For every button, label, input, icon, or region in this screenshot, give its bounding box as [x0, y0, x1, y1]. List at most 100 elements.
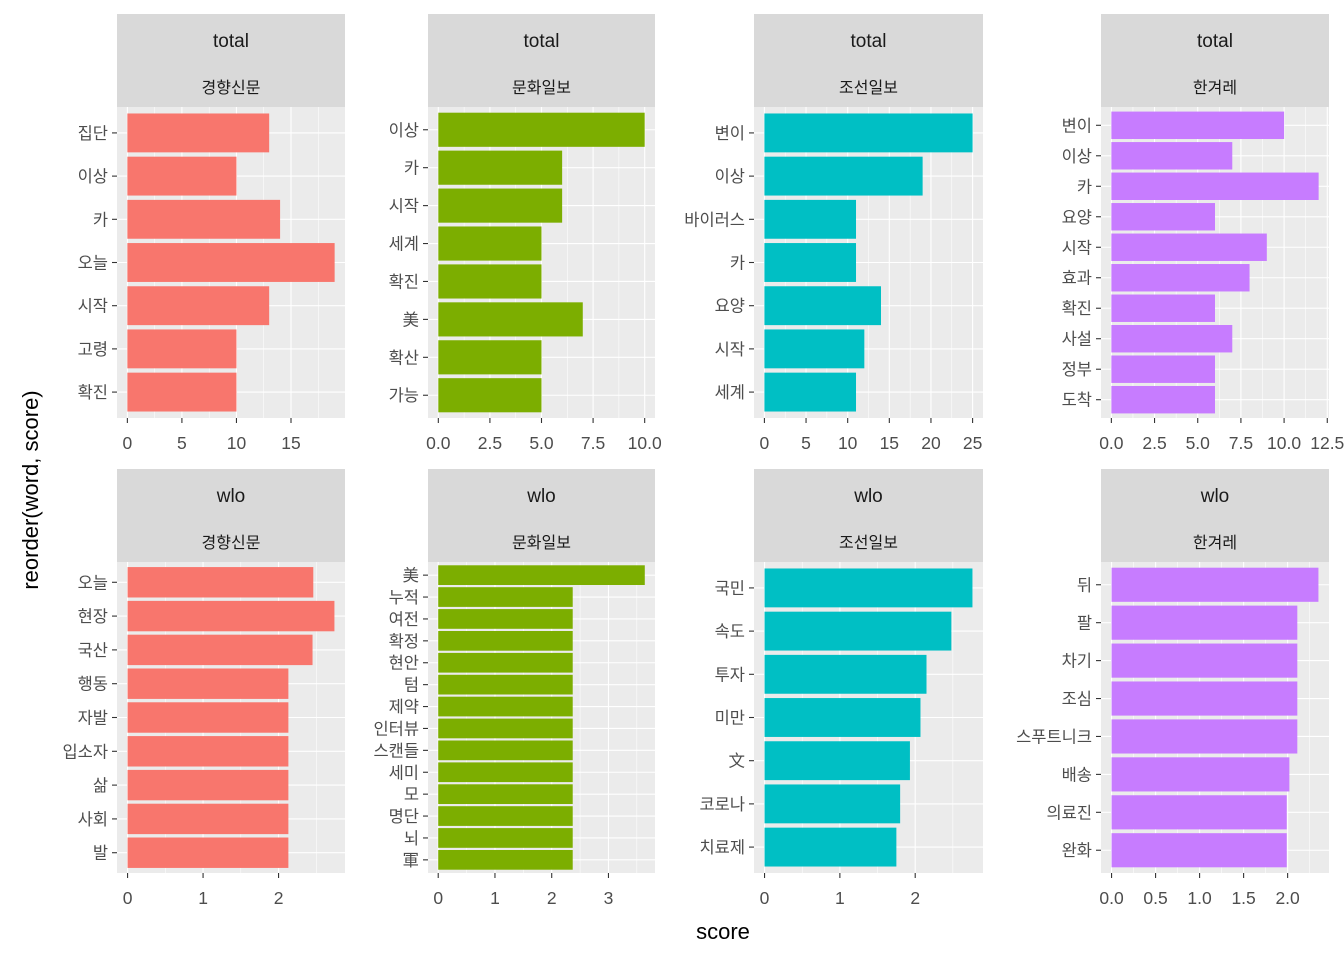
bar: [438, 150, 563, 185]
bar: [438, 226, 542, 261]
x-tick-label: 3: [604, 888, 614, 908]
facet-strip-label-type: total: [213, 31, 249, 52]
bar: [438, 762, 573, 783]
facet-strip: [1101, 469, 1329, 562]
y-tick-label: 제약: [389, 698, 419, 717]
y-tick-label: 세계: [389, 235, 419, 254]
bar: [1111, 833, 1287, 868]
bar: [438, 609, 573, 629]
facet-strip: [754, 14, 983, 107]
y-tick-label: 확정: [389, 632, 419, 651]
bar: [438, 340, 542, 375]
y-tick-label: 뒤: [1077, 576, 1092, 595]
x-tick-label: 1: [198, 888, 208, 908]
x-tick-label: 2: [910, 888, 920, 908]
bar: [764, 698, 921, 737]
facet-strip-label-newspaper: 문화일보: [512, 533, 571, 552]
bar: [127, 199, 281, 239]
x-tick-label: 1.5: [1231, 888, 1255, 908]
bar: [1111, 681, 1298, 716]
x-tick-label: 15: [880, 433, 899, 453]
x-tick-label: 1.0: [1187, 888, 1212, 908]
y-tick-label: 오늘: [78, 254, 108, 273]
bar: [438, 850, 573, 870]
facet-strip-label-newspaper: 한겨레: [1193, 533, 1237, 552]
bar: [1111, 172, 1319, 200]
x-tick-label: 5.0: [1186, 433, 1211, 453]
facet-strip-label-type: wlo: [216, 486, 246, 507]
x-tick-label: 2.5: [478, 433, 502, 453]
y-tick-label: 코로나: [699, 795, 745, 814]
y-tick-label: 美: [403, 310, 420, 329]
x-tick-label: 5: [801, 433, 811, 453]
bar: [764, 329, 865, 369]
y-tick-label: 스캔들: [373, 741, 419, 760]
x-tick-label: 0: [123, 888, 133, 908]
facet-strip: [428, 469, 655, 562]
facet-strip-label-newspaper: 한겨레: [1193, 78, 1237, 97]
x-tick-label: 0.0: [1099, 433, 1124, 453]
bar: [127, 769, 289, 801]
x-tick-label: 12.5: [1310, 433, 1344, 453]
x-tick-label: 10.0: [628, 433, 662, 453]
x-tick-label: 0.5: [1143, 888, 1167, 908]
y-tick-label: 카: [1077, 177, 1092, 196]
y-tick-label: 美: [403, 566, 420, 585]
facet-strip: [117, 14, 345, 107]
y-tick-label: 현안: [389, 654, 419, 673]
bar: [127, 736, 289, 767]
y-tick-label: 이상: [389, 121, 419, 140]
bar: [438, 302, 583, 337]
y-tick-label: 투자: [715, 665, 745, 684]
y-tick-label: 행동: [78, 675, 108, 694]
bar: [438, 806, 573, 826]
y-tick-label: 오늘: [78, 573, 108, 592]
facet-strip-label-type: total: [524, 31, 560, 52]
facet-strip: [117, 469, 345, 562]
y-tick-label: 카: [730, 254, 745, 273]
y-tick-label: 세미: [389, 763, 419, 782]
bar: [438, 784, 573, 805]
x-tick-label: 0.0: [426, 433, 451, 453]
y-tick-label: 누적: [389, 588, 419, 607]
y-tick-label: 배송: [1062, 765, 1092, 784]
facet-strip-label-newspaper: 경향신문: [202, 78, 261, 97]
bar: [764, 199, 857, 239]
y-tick-label: 삶: [93, 776, 108, 795]
y-tick-label: 현장: [78, 607, 108, 626]
bar: [764, 156, 923, 196]
x-tick-label: 0: [122, 433, 132, 453]
y-tick-label: 도착: [1062, 391, 1092, 410]
bar: [438, 718, 573, 739]
y-tick-label: 카: [404, 159, 419, 178]
bar: [127, 634, 313, 666]
y-tick-label: 이상: [78, 167, 108, 186]
y-tick-label: 발: [93, 844, 108, 863]
facet-strip-label-type: total: [1197, 31, 1233, 52]
x-tick-label: 1: [835, 888, 845, 908]
x-tick-label: 2.5: [1142, 433, 1166, 453]
bar: [127, 372, 237, 412]
bar: [127, 668, 289, 699]
facet-strip-label-newspaper: 조선일보: [839, 533, 898, 552]
bar: [127, 156, 237, 196]
y-tick-label: 의료진: [1046, 803, 1092, 822]
y-tick-label: 자발: [78, 709, 108, 728]
x-tick-label: 5: [177, 433, 187, 453]
bar: [438, 696, 573, 717]
bar: [764, 243, 857, 282]
y-tick-label: 치료제: [699, 838, 745, 857]
y-tick-label: 軍: [403, 851, 420, 870]
bar: [764, 784, 901, 824]
bar: [438, 264, 542, 299]
bar: [1111, 233, 1267, 261]
facet-strip-label-newspaper: 경향신문: [202, 533, 261, 552]
facet-strip-label-newspaper: 조선일보: [839, 78, 898, 97]
x-tick-label: 10: [838, 433, 858, 453]
